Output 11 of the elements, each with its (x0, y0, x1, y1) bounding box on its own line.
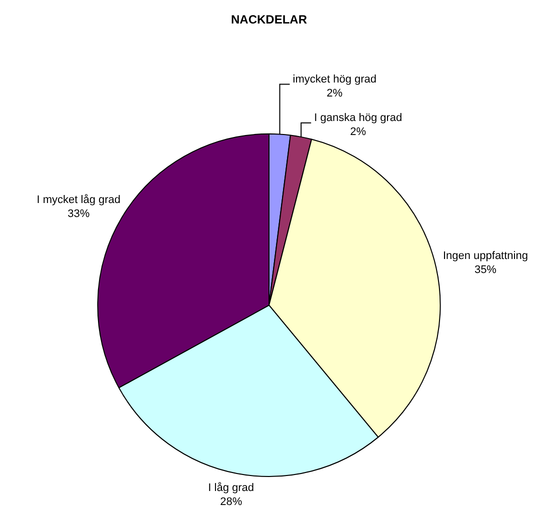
slice-label: I låg grad (208, 482, 254, 494)
slice-label: imycket hög grad (292, 73, 377, 86)
chart-title: NACKDELAR (231, 12, 308, 27)
data-label: 28% (220, 496, 242, 508)
data-label: 35% (474, 264, 497, 276)
slice-label: Ingen uppfattning (442, 250, 528, 262)
data-label: 33% (68, 208, 90, 220)
data-label: 2% (326, 87, 343, 100)
slice-label: I mycket låg grad (36, 194, 121, 206)
data-label: 2% (350, 126, 366, 138)
slice-label: I ganska hög grad (314, 112, 402, 124)
